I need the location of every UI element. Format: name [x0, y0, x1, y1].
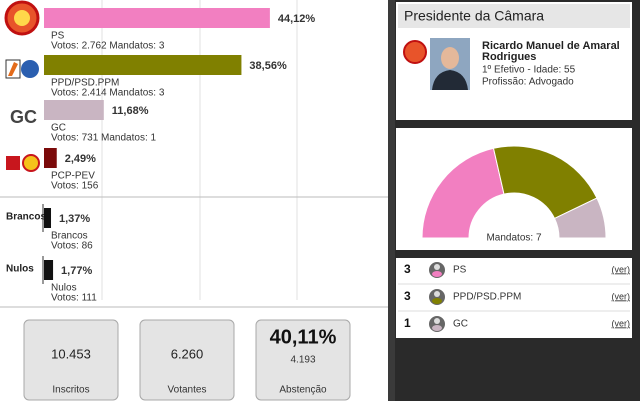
mayor-photo-body	[432, 70, 468, 90]
mayor-detail: 1º Efetivo - Idade: 55	[482, 65, 576, 76]
party-name: PPD/PSD.PPM	[51, 78, 119, 89]
logo-ppd-arrow	[8, 62, 18, 76]
votes-label: Votos: 2.414 Mandatos: 3	[51, 88, 165, 99]
summary-value: 10.453	[51, 346, 91, 361]
summary-box	[23, 319, 119, 401]
votes-label: Votos: 731 Mandatos: 1	[51, 133, 157, 144]
panel-divider	[388, 0, 395, 401]
person-body	[432, 271, 442, 277]
row-heading: Nulos	[6, 264, 34, 275]
logo-ps-inner	[14, 10, 30, 26]
party-name: Brancos	[51, 231, 88, 242]
vote-bar	[44, 148, 57, 168]
mayor-header-bg	[398, 4, 630, 28]
summary-box	[255, 319, 351, 401]
percent-label: 2,49%	[65, 153, 96, 165]
seat-count: 3	[404, 289, 411, 303]
party-name: PS	[51, 31, 65, 42]
mayor-detail: Profissão: Advogado	[482, 77, 574, 88]
logo-pev	[22, 154, 40, 172]
party-name: PPD/PSD.PPM	[453, 292, 521, 303]
vote-bar	[44, 208, 52, 228]
view-link[interactable]: (ver)	[612, 264, 631, 274]
mayor-party-logo	[403, 40, 427, 64]
party-name: Nulos	[51, 283, 77, 294]
votes-label: Votos: 111	[51, 293, 97, 304]
person-body	[432, 298, 442, 304]
person-head	[434, 264, 440, 270]
votes-label: Votos: 2.762 Mandatos: 3	[51, 41, 165, 52]
vote-bar	[44, 8, 270, 28]
summary-value: 6.260	[171, 346, 204, 361]
summary-box	[139, 319, 235, 401]
party-name: PCP-PEV	[51, 171, 95, 182]
party-name: GC	[51, 123, 66, 134]
vote-bar	[44, 55, 242, 75]
percent-label: 38,56%	[249, 60, 287, 72]
summary-label: Votantes	[168, 385, 207, 396]
party-name: GC	[453, 319, 468, 330]
seat-count: 3	[404, 262, 411, 276]
seat-count: 1	[404, 316, 411, 330]
view-link[interactable]: (ver)	[612, 291, 631, 301]
seat-arc	[421, 147, 505, 239]
summary-label: Inscritos	[52, 385, 89, 396]
party-name: PS	[453, 265, 467, 276]
person-head	[434, 291, 440, 297]
logo-pcp	[6, 156, 20, 170]
vote-bar	[44, 100, 104, 120]
summary-label: Abstenção	[279, 385, 327, 396]
logo-gc: GC	[10, 107, 37, 127]
summary-percent: 40,11%	[270, 326, 337, 348]
logo-ppm	[21, 60, 39, 78]
row-heading: Brancos	[6, 212, 46, 223]
votes-label: Votos: 156	[51, 181, 99, 192]
votes-label: Votos: 86	[51, 241, 93, 252]
seat-arc	[553, 197, 607, 239]
summary-value: 4.193	[290, 355, 315, 366]
person-body	[432, 325, 442, 331]
mayor-photo-head	[441, 47, 459, 69]
percent-label: 1,77%	[61, 265, 92, 277]
view-link[interactable]: (ver)	[612, 318, 631, 328]
percent-label: 1,37%	[59, 213, 90, 225]
seats-total: Mandatos: 7	[486, 233, 541, 244]
mayor-header: Presidente da Câmara	[404, 8, 544, 24]
person-head	[434, 318, 440, 324]
mayor-name: Ricardo Manuel de Amaral	[482, 40, 620, 52]
mayor-name: Rodrigues	[482, 51, 536, 63]
seat-arc	[492, 145, 598, 220]
vote-bar	[44, 260, 54, 280]
percent-label: 11,68%	[112, 105, 149, 117]
percent-label: 44,12%	[278, 13, 316, 25]
